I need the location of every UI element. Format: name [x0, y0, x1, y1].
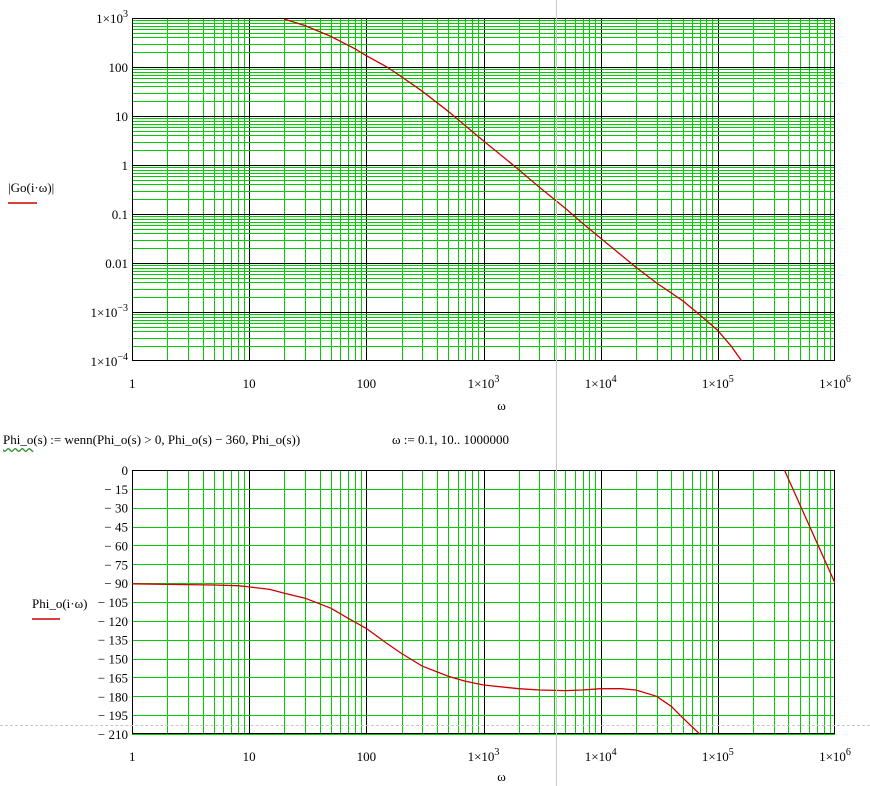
y-tick-labels: 0 − 15 − 30 − 45 − 60 − 75 − 90 − 105 − 120 − 135…	[98, 463, 128, 742]
y-tick-label: 0.1	[112, 207, 128, 222]
y-tick-label: − 120	[98, 614, 128, 629]
y-tick-label: 1×10−4	[91, 352, 128, 369]
y-tick-label: 1×10−3	[91, 303, 128, 320]
x-axis-label: ω	[497, 769, 506, 784]
function-name: Phi_o	[3, 432, 34, 447]
y-minor-grid	[132, 20, 835, 347]
y-major-grid	[132, 67, 835, 313]
y-tick-label: − 135	[98, 633, 128, 648]
y-tick-label: − 210	[98, 727, 128, 742]
y-tick-label: − 90	[104, 576, 128, 591]
series-trace-2	[783, 470, 835, 584]
y-tick-label: − 60	[104, 538, 128, 553]
y-tick-label: − 105	[98, 595, 128, 610]
x-tick-label: 10	[243, 376, 256, 391]
y-axis-label: |Go(i·ω)|	[8, 180, 54, 195]
x-tick-label: 100	[357, 376, 377, 391]
x-tick-label: 1×105	[702, 374, 734, 391]
series-trace-1	[284, 18, 743, 361]
y-tick-label: 1	[122, 158, 129, 173]
x-axis-label: ω	[497, 398, 506, 413]
y-tick-label: − 195	[98, 708, 128, 723]
series-trace-1	[132, 583, 701, 734]
x-tick-label: 10	[243, 749, 256, 764]
y-tick-label: 0.01	[105, 256, 128, 271]
y-tick-label: − 180	[98, 689, 128, 704]
x-tick-label: 1×104	[585, 747, 617, 764]
y-tick-label: 10	[115, 109, 128, 124]
x-tick-label: 1	[129, 749, 136, 764]
x-tick-label: 1×106	[819, 374, 851, 391]
x-tick-label: 1×104	[585, 374, 617, 391]
y-tick-label: − 15	[104, 482, 128, 497]
y-tick-label: − 165	[98, 670, 128, 685]
plot-frame	[132, 470, 835, 734]
x-tick-label: 1×105	[702, 747, 734, 764]
y-tick-label: 1×103	[96, 9, 128, 26]
y-tick-label: − 30	[104, 501, 128, 516]
x-tick-labels: 1 10 100 1×103 1×104 1×105 1×106	[129, 747, 851, 764]
y-tick-label: 0	[122, 463, 129, 478]
x-tick-label: 1×103	[468, 374, 500, 391]
y-tick-labels: 1×103 100 10 1 0.1 0.01 1×10−3 1×10−4	[91, 9, 128, 369]
cursor-line-horizontal[interactable]	[0, 725, 870, 726]
function-body: (s) := wenn(Phi_o(s) > 0, Phi_o(s) − 360…	[33, 432, 301, 447]
phase-plot[interactable]: 0 − 15 − 30 − 45 − 60 − 75 − 90 − 105 − 120 − 135…	[0, 456, 870, 786]
plot-frame	[132, 18, 835, 361]
function-definition[interactable]: Phi_o(s) := wenn(Phi_o(s) > 0, Phi_o(s) …	[3, 432, 300, 448]
y-tick-label: − 45	[104, 520, 128, 535]
range-text: ω := 0.1, 10.. 1000000	[392, 432, 509, 447]
x-tick-label: 1×103	[468, 747, 500, 764]
range-definition[interactable]: ω := 0.1, 10.. 1000000	[392, 432, 509, 448]
y-tick-label: − 150	[98, 652, 128, 667]
x-tick-labels: 1 10 100 1×103 1×104 1×105 1×106	[129, 374, 851, 391]
cursor-line-vertical[interactable]	[556, 0, 557, 786]
x-tick-label: 100	[357, 749, 377, 764]
x-tick-label: 1	[129, 376, 136, 391]
y-tick-label: 100	[109, 60, 129, 75]
x-tick-label: 1×106	[819, 747, 851, 764]
y-axis-label: Phi_o(i·ω)	[32, 596, 88, 611]
y-tick-label: − 75	[104, 557, 128, 572]
